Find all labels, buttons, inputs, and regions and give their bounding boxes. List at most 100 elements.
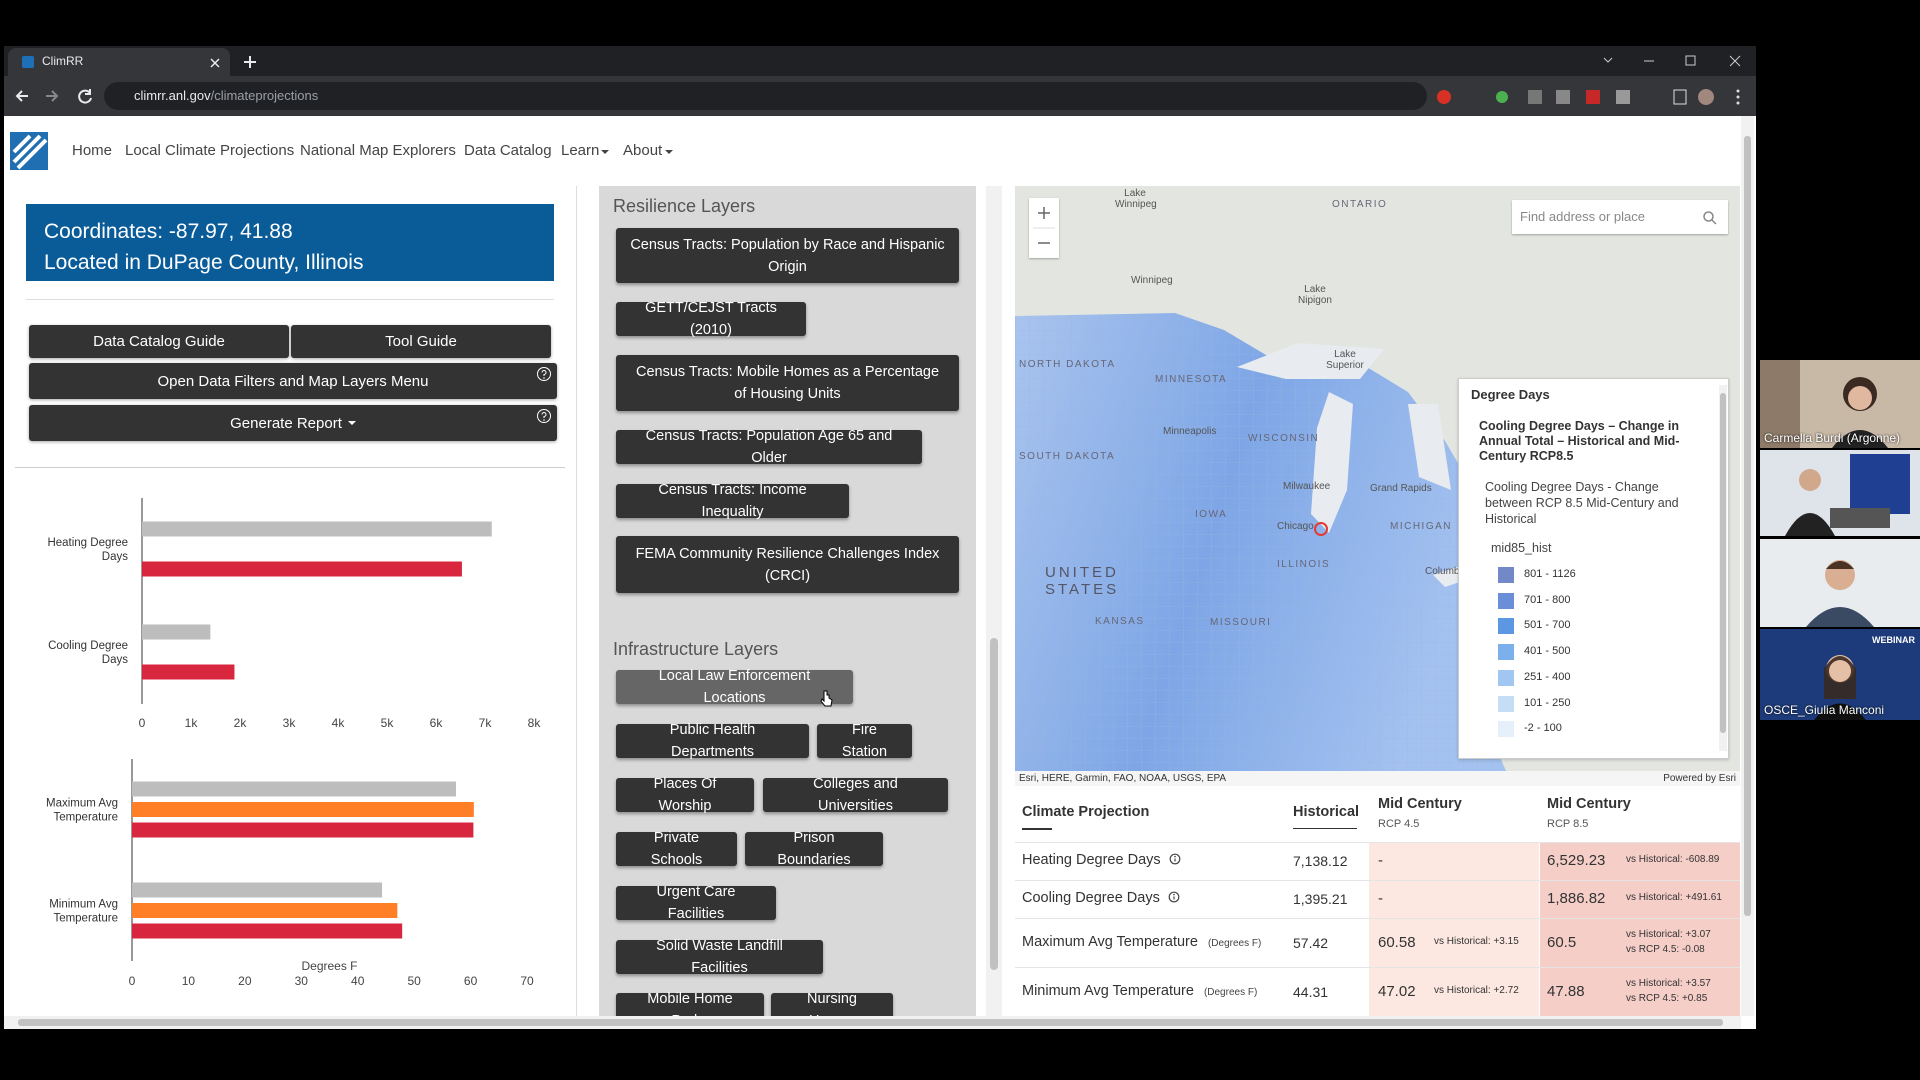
cell-note: vs Historical: -608.89 [1626,854,1720,865]
legend-swatch [1498,592,1514,609]
omnibox[interactable]: climrr.anl.gov/climateprojections [104,82,1427,110]
info-icon[interactable] [1168,891,1180,903]
caret [665,150,673,158]
row-divider [1015,918,1740,919]
scrollbar[interactable] [4,1016,1741,1029]
scroll-thumb[interactable] [990,638,998,970]
legend-label: -2 - 100 [1524,722,1562,735]
layer-button[interactable]: GETT/CEJST Tracts (2010) [616,300,806,338]
map-label: MINNESOTA [1155,374,1228,385]
nav-link[interactable]: Learn [561,142,600,159]
nav-link[interactable]: Local Climate Projections [125,142,295,159]
video-feed [1760,539,1920,627]
logo[interactable] [10,132,48,170]
button[interactable]: Tool Guide [291,325,551,358]
layer-button[interactable]: Mobile Home Parks [616,991,764,1016]
layer-button[interactable]: Solid Waste Landfill Facilities [616,938,823,976]
map-label: Grand Rapids [1370,483,1432,494]
row-name: Heating Degree Days [1022,852,1181,868]
window-controls[interactable] [1600,52,1750,70]
cell-value: - [1378,890,1383,907]
layer-button[interactable]: Census Tracts: Population by Race and Hi… [616,228,959,283]
section-title: Infrastructure Layers [613,639,779,659]
map-label: Lake Winnipeg [1115,188,1157,210]
legend-title: Degree Days [1471,387,1550,402]
layer-button[interactable]: Census Tracts: Population Age 65 and Old… [616,428,922,466]
layer-button[interactable]: Nursing Homes [771,991,893,1016]
button[interactable]: Data Catalog Guide [29,325,289,358]
video-feed [1760,450,1920,536]
county: Located in DuPage County, Illinois [44,251,364,274]
scroll-thumb[interactable] [18,1019,1723,1026]
layer-button[interactable]: Colleges and Universities [763,776,948,814]
layer-button[interactable]: Places Of Worship [616,776,754,814]
county-lines [1015,313,1506,771]
layer-button[interactable]: FEMA Community Resilience Challenges Ind… [616,536,959,593]
column-subheader: RCP 4.5 [1378,818,1420,830]
info-icon[interactable] [1169,853,1181,865]
cell-value: 57.42 [1293,934,1329,951]
layer-button[interactable]: Fire Station [817,722,912,760]
button[interactable]: Generate Report [29,405,557,441]
url-host: climrr.anl.gov [134,88,211,103]
row-divider [1015,880,1740,881]
map-label: MICHIGAN [1390,521,1452,532]
map-label: ONTARIO [1332,199,1388,210]
scrollbar[interactable] [1741,116,1754,1016]
layer-button[interactable]: Private Schools [616,830,737,868]
cell-value: 60.58 [1378,933,1416,951]
col-bg [1369,842,1539,1016]
cell-value: 7,138.12 [1293,853,1348,869]
row-divider [1015,967,1740,968]
layer-button[interactable]: Public Health Departments [616,722,809,760]
cell-value: 44.31 [1293,983,1329,1000]
logo-mark [12,134,48,170]
button[interactable]: Open Data Filters and Map Layers Menu [29,363,557,399]
extension-icons[interactable] [1370,86,1750,108]
search-icon[interactable] [1702,210,1718,226]
scroll-thumb[interactable] [1720,393,1726,733]
tab-strip [4,46,1756,76]
nav-link[interactable]: Home [72,142,113,159]
row-name: Minimum Avg Temperature (Degrees F) [1022,982,1258,999]
map-label: Minneapolis [1163,426,1217,437]
legend-description: Cooling Degree Days - Change between RCP… [1485,480,1679,526]
nav-buttons[interactable] [14,86,94,106]
participant-name: OSCE_Giulia Manconi [1764,703,1885,717]
tab-close[interactable] [210,58,220,68]
nav-link[interactable]: National Map Explorers [300,142,456,159]
legend-items: 801 - 1126 701 - 800 501 - 700 401 - 500 251… [1498,567,1678,747]
layer-button[interactable]: Urgent Care Facilities [616,884,776,922]
scroll-thumb[interactable] [1744,136,1751,916]
caret [347,421,356,429]
new-tab[interactable] [242,54,258,70]
tab[interactable]: ClimRR [8,48,230,76]
help-icon[interactable] [536,366,552,382]
webinar-banner: WEBINAR [1872,635,1915,645]
location-marker[interactable] [1314,522,1328,536]
help-icon[interactable] [536,408,552,424]
scrollbar[interactable] [986,186,1002,1016]
row-unit: (Degrees F) [1203,986,1258,998]
divider [15,467,565,468]
nav-link[interactable]: About [623,142,663,159]
column-header: Climate Projection [1022,804,1150,820]
search-box[interactable]: Find address or place [1512,200,1728,234]
layer-button[interactable]: Prison Boundaries [745,830,883,868]
scrollbar[interactable] [1719,385,1727,751]
url: climrr.anl.gov/climateprojections [134,88,318,103]
legend-label: 501 - 700 [1524,619,1571,632]
layer-button[interactable]: Census Tracts: Mobile Homes as a Percent… [616,355,959,411]
legend-label: 101 - 250 [1524,696,1571,709]
legend-layer: Cooling Degree Days – Change in Annual T… [1479,419,1680,463]
nav-link[interactable]: Data Catalog [464,142,552,159]
row-unit: (Degrees F) [1207,937,1262,949]
projection-table: Climate Projection Historical Mid Century R… [1015,786,1740,1016]
zoom-control[interactable] [1029,198,1059,258]
divider [576,186,577,1016]
legend-label: 701 - 800 [1524,593,1571,606]
layer-button[interactable]: Census Tracts: Income Inequality [616,482,849,520]
layer-button[interactable]: Local Law Enforcement Locations [616,668,853,706]
map-label: KANSAS [1095,616,1145,627]
